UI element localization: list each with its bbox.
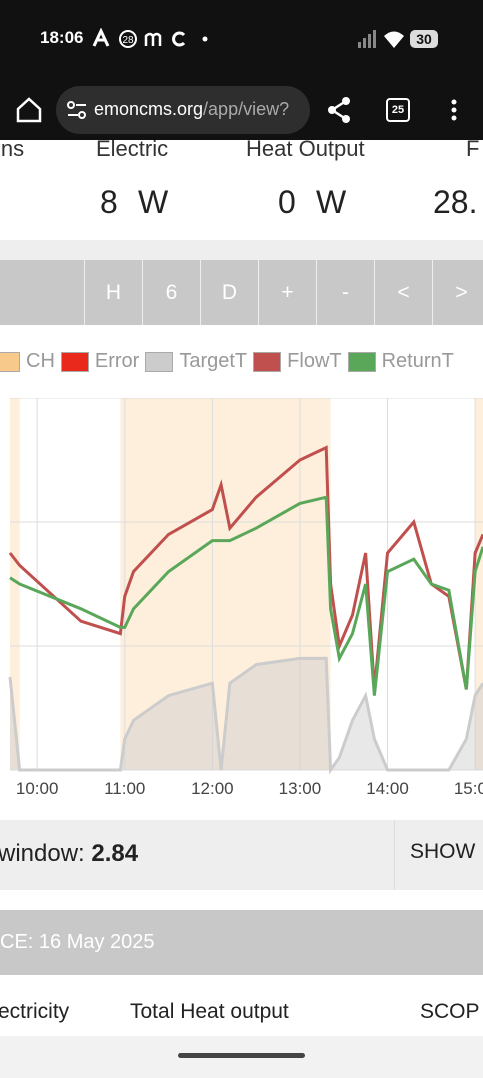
legend-swatch (0, 351, 20, 372)
ch-band (221, 398, 230, 770)
range-button[interactable]: < (374, 260, 432, 325)
menu-button[interactable] (446, 98, 462, 124)
legend-swatch (60, 351, 89, 372)
x-tick-label: 14:00 (366, 779, 409, 798)
x-tick-label: 15:00 (454, 779, 483, 798)
x-tick-label: 11:00 (104, 779, 145, 798)
url-host: emoncms.org (94, 99, 204, 119)
line (8, 656, 483, 775)
range-button[interactable]: - (316, 260, 374, 325)
url-path: /app/view? (203, 99, 290, 119)
stat-label: F (466, 136, 480, 161)
badge: 28 (122, 35, 134, 46)
legend-label[interactable]: FlowT (287, 350, 342, 372)
clock: 18:06 (40, 28, 84, 47)
legend-label[interactable]: TargetT (179, 350, 248, 372)
x-tick-label: 12:00 (191, 779, 234, 798)
share-button[interactable] (326, 96, 354, 124)
since-header: CE: 16 May 2025 (0, 910, 483, 975)
stat-unit: W (138, 184, 169, 220)
range-button[interactable]: > (432, 260, 483, 325)
stat-value: 0 (278, 184, 296, 220)
ch-band (475, 398, 483, 770)
x-tick-label: 10:00 (16, 779, 59, 798)
legend-label[interactable]: CH (26, 350, 55, 372)
home-button[interactable] (14, 96, 44, 124)
window-panel: window: 2.84 SHOW (0, 820, 483, 890)
ch-band (256, 398, 300, 770)
total-label: ectricity (0, 1000, 70, 1023)
range-button[interactable]: D (200, 260, 258, 325)
ch-band (299, 398, 327, 770)
stat-unit: W (316, 184, 347, 220)
range-button[interactable]: + (258, 260, 316, 325)
chart: 10:00 11:00 12:00 13:00 14:00 15:00 (8, 398, 483, 798)
show-button[interactable]: SHOW (394, 820, 483, 890)
window-label: window: (0, 840, 92, 867)
tab-count[interactable]: 25 (386, 98, 410, 122)
button-bar (0, 260, 483, 325)
legend-label[interactable]: Error (94, 350, 140, 372)
ch-band (168, 398, 213, 770)
ch-band (229, 398, 257, 770)
stat-label: Heat Output (246, 136, 365, 161)
window-value: 2.84 (91, 840, 139, 867)
legend-label[interactable]: ReturnT (381, 350, 454, 372)
stat-label: Electric (96, 136, 169, 161)
stat-label: ins (0, 136, 25, 161)
signal-wifi (358, 30, 404, 48)
legend: CH Error TargetT FlowT ReturnT (0, 350, 454, 373)
url-bar[interactable]: emoncms.org/app/view? (56, 86, 310, 134)
range-button[interactable]: 6 (142, 260, 200, 325)
ch-band (120, 398, 125, 770)
top-bar: 18:06 28 30 emoncms.org/app/view? 25 (0, 0, 483, 140)
stat-value: 28. (433, 184, 478, 220)
total-label: SCOP (420, 1000, 480, 1023)
area (10, 658, 483, 770)
site-settings[interactable] (66, 100, 88, 120)
spacer (0, 240, 483, 260)
legend-swatch (347, 351, 376, 372)
battery: 30 (410, 30, 438, 48)
legend-swatch (253, 351, 282, 372)
status-icons: 28 (92, 28, 208, 48)
ch-band (212, 398, 222, 770)
nav-area (0, 1036, 483, 1078)
x-tick-label: 13:00 (279, 779, 322, 798)
ch-band (10, 398, 20, 770)
legend-swatch (145, 351, 174, 372)
total-label: Total Heat output (130, 1000, 289, 1023)
home-handle (178, 1053, 305, 1058)
line (9, 495, 483, 696)
stat-value: 8 (100, 184, 118, 220)
range-button[interactable]: H (84, 260, 142, 325)
